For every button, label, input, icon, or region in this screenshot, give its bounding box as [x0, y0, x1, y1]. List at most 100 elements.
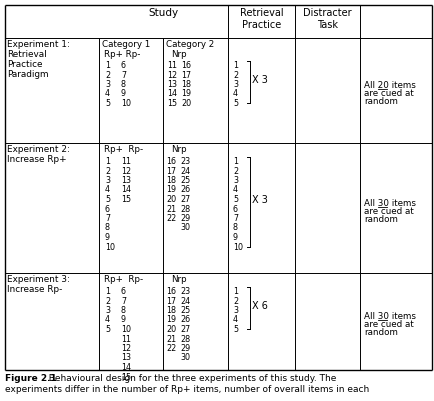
Text: are cued at: are cued at [363, 320, 413, 329]
Text: 22: 22 [166, 214, 176, 223]
Text: 7: 7 [233, 214, 237, 223]
Text: Retrieval
Practice: Retrieval Practice [239, 8, 283, 30]
Text: 4: 4 [105, 316, 110, 324]
Text: experiments differ in the number of Rp+ items, number of overall items in each: experiments differ in the number of Rp+ … [5, 385, 368, 394]
Text: 1: 1 [233, 287, 237, 296]
Text: 1: 1 [233, 61, 237, 70]
Text: 19: 19 [166, 316, 176, 324]
Text: 14: 14 [121, 186, 131, 194]
Text: 3: 3 [105, 176, 110, 185]
Text: 30: 30 [180, 223, 190, 233]
Text: 3: 3 [233, 306, 237, 315]
Text: Paradigm: Paradigm [7, 70, 49, 79]
Text: 11: 11 [121, 334, 131, 344]
Text: Retrieval: Retrieval [7, 50, 46, 59]
Text: 20: 20 [166, 325, 176, 334]
Text: 19: 19 [181, 89, 191, 99]
Text: All 30 items: All 30 items [363, 312, 415, 321]
Text: Rp+  Rp-: Rp+ Rp- [104, 275, 143, 284]
Text: 4: 4 [233, 89, 237, 99]
Text: 10: 10 [105, 243, 115, 251]
Text: 8: 8 [121, 306, 126, 315]
Text: 10: 10 [121, 325, 131, 334]
Text: 20: 20 [166, 195, 176, 204]
Text: 23: 23 [180, 157, 190, 166]
Text: 21: 21 [166, 205, 176, 213]
Text: 3: 3 [105, 306, 110, 315]
Text: 7: 7 [105, 214, 110, 223]
Text: 27: 27 [180, 195, 190, 204]
Text: 18: 18 [181, 80, 191, 89]
Text: 29: 29 [180, 344, 190, 353]
Text: 2: 2 [105, 166, 110, 176]
Text: 4: 4 [233, 186, 237, 194]
Text: 6: 6 [105, 205, 110, 213]
Text: 5: 5 [105, 99, 110, 108]
Text: random: random [363, 215, 397, 224]
Text: 10: 10 [121, 99, 131, 108]
Text: 5: 5 [233, 325, 237, 334]
Text: Rp+  Rp-: Rp+ Rp- [104, 145, 143, 154]
Text: 12: 12 [121, 344, 131, 353]
Text: 5: 5 [105, 195, 110, 204]
Text: All 20 items: All 20 items [363, 81, 415, 90]
Text: are cued at: are cued at [363, 207, 413, 216]
Text: 20: 20 [181, 99, 191, 108]
Text: 13: 13 [121, 176, 131, 185]
Text: 12: 12 [121, 166, 131, 176]
Text: 17: 17 [166, 166, 176, 176]
Text: 5: 5 [233, 195, 237, 204]
Text: 9: 9 [105, 233, 110, 242]
Text: 22: 22 [166, 344, 176, 353]
Text: Experiment 2:: Experiment 2: [7, 145, 70, 154]
Text: 2: 2 [105, 296, 110, 306]
Text: 13: 13 [167, 80, 177, 89]
Text: 24: 24 [180, 296, 190, 306]
Text: Category 1: Category 1 [102, 40, 150, 49]
Text: 11: 11 [121, 157, 131, 166]
Text: Figure 2.1: Figure 2.1 [5, 374, 56, 383]
Text: 30: 30 [180, 354, 190, 363]
Text: 26: 26 [180, 186, 190, 194]
Text: 17: 17 [166, 296, 176, 306]
Text: 14: 14 [121, 363, 131, 372]
Text: X 3: X 3 [251, 195, 267, 205]
Text: 8: 8 [105, 223, 110, 233]
Text: 9: 9 [121, 89, 126, 99]
Text: 1: 1 [233, 157, 237, 166]
Text: 21: 21 [166, 334, 176, 344]
Text: Category 2: Category 2 [166, 40, 214, 49]
Text: 11: 11 [167, 61, 177, 70]
Text: Distracter
Task: Distracter Task [302, 8, 351, 30]
Text: 16: 16 [181, 61, 191, 70]
Text: 1: 1 [105, 61, 110, 70]
Text: Behavioural design for the three experiments of this study. The: Behavioural design for the three experim… [43, 374, 335, 383]
Text: X 3: X 3 [251, 75, 267, 85]
Text: 10: 10 [233, 243, 243, 251]
Text: Study: Study [148, 8, 178, 18]
Text: 3: 3 [233, 80, 237, 89]
Text: Nrp: Nrp [171, 275, 186, 284]
Text: are cued at: are cued at [363, 89, 413, 98]
Text: 3: 3 [233, 176, 237, 185]
Text: 7: 7 [121, 71, 126, 79]
Text: 3: 3 [105, 80, 110, 89]
Text: 5: 5 [105, 325, 110, 334]
Text: Practice: Practice [7, 60, 43, 69]
Text: 13: 13 [121, 354, 131, 363]
Text: All 30 items: All 30 items [363, 199, 415, 208]
Text: 28: 28 [180, 205, 190, 213]
Text: 8: 8 [233, 223, 237, 233]
Text: 17: 17 [181, 71, 191, 79]
Text: Experiment 1:: Experiment 1: [7, 40, 70, 49]
Text: 6: 6 [121, 287, 126, 296]
Text: 9: 9 [233, 233, 237, 242]
Text: 18: 18 [166, 176, 176, 185]
Text: 29: 29 [180, 214, 190, 223]
Text: 14: 14 [167, 89, 177, 99]
Text: 4: 4 [105, 186, 110, 194]
Text: 23: 23 [180, 287, 190, 296]
Text: Nrp: Nrp [171, 50, 186, 59]
Text: 15: 15 [167, 99, 177, 108]
Text: 27: 27 [180, 325, 190, 334]
